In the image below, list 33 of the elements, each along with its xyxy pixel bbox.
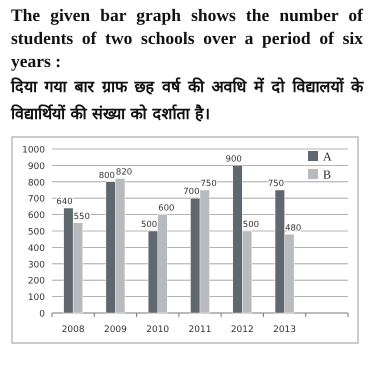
y-tick-label: 800 [28,178,46,188]
y-tick-label: 600 [28,211,46,222]
x-tick-label: 2013 [273,325,296,335]
data-label: 550 [74,212,90,222]
x-tick-label: 2011 [188,325,212,335]
legend-label: B [323,168,332,182]
y-tick-label: 0 [39,310,46,320]
data-label: 600 [158,204,174,214]
y-tick-label: 700 [28,194,46,205]
data-label: 900 [226,154,242,164]
y-tick-label: 100 [28,293,46,304]
data-label: 480 [285,223,302,234]
x-tick-label: 2008 [62,325,85,335]
y-tick-label: 300 [28,260,46,270]
y-tick-label: 200 [28,276,46,287]
chart-subtitle: दिया गया बार ग्राफ छह वर्ष की अवधि में दो विद्यालयों के विद्यार्थियों की संख्या को दर्शाता है। [11,76,363,125]
chart-title: The given bar graph shows the number of students of two schools over a period of six years : [11,4,363,73]
data-label: 750 [200,179,217,189]
x-tick-label: 2012 [230,325,254,335]
data-label: 750 [268,179,284,189]
data-label: 800 [98,170,115,181]
x-tick-label: 2010 [146,325,170,335]
data-label: 820 [116,168,132,178]
x-tick-label: 2009 [104,325,128,335]
data-label: 500 [140,220,158,230]
data-label: 500 [242,220,260,230]
legend-label: A [323,150,332,164]
y-tick-label: 400 [28,244,46,254]
y-tick-label: 900 [28,162,46,172]
data-label: 700 [183,187,200,198]
y-tick-label: 500 [28,228,46,238]
y-tick-label: 1000 [22,146,46,156]
data-label: 640 [56,197,73,208]
